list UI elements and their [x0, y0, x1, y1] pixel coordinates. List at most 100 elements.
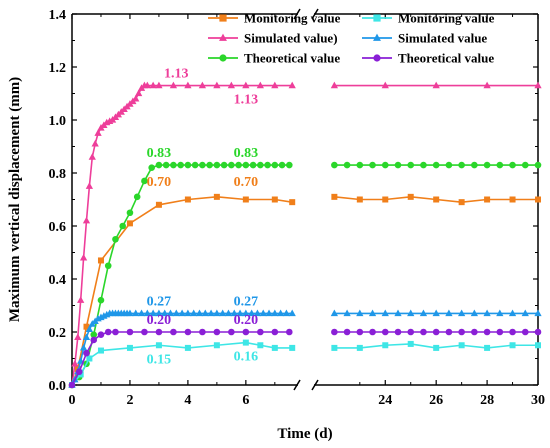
data-point	[219, 309, 227, 317]
data-point	[471, 161, 478, 169]
data-point	[289, 199, 296, 206]
data-point	[407, 328, 415, 336]
data-point	[228, 328, 235, 336]
data-point	[126, 344, 133, 351]
series-6	[68, 328, 542, 389]
data-point	[242, 328, 250, 336]
data-point	[155, 201, 162, 208]
data-point	[381, 309, 389, 317]
data-point	[86, 355, 93, 362]
data-point	[82, 216, 91, 224]
data-point	[271, 328, 279, 336]
axis-break-mark	[293, 379, 301, 391]
data-point	[433, 196, 440, 203]
data-point	[534, 328, 542, 336]
axis-break-mark	[311, 379, 319, 391]
series-line	[71, 84, 293, 386]
data-labels: 1.13 1.13 0.83 0.83 0.70 0.70 0.27 0.27 0.20 0.20…	[147, 67, 258, 368]
data-point	[271, 81, 279, 89]
data-point	[242, 339, 249, 346]
data-point	[331, 328, 338, 336]
data-point	[224, 309, 233, 317]
legend-item: Theoretical value	[208, 51, 340, 66]
data-point	[394, 309, 402, 317]
legend-label: Monitoring value	[244, 11, 341, 26]
data-point	[90, 331, 98, 338]
data-point	[356, 196, 363, 203]
data-point	[509, 161, 516, 169]
data-point	[104, 328, 112, 336]
y-ticks: 0.0 0.2 0.4 0.6 0.8 1.0 1.2 1.4	[49, 8, 538, 394]
data-point	[162, 161, 170, 169]
legend-label: Simulated value)	[244, 31, 338, 46]
legend-item: Monitoring value	[362, 11, 495, 26]
series-line	[71, 341, 293, 386]
data-label: 1.13	[234, 93, 259, 108]
data-point	[483, 328, 491, 336]
x-tick-label: 4	[184, 393, 191, 408]
data-label: 0.16	[234, 350, 259, 365]
data-point	[256, 81, 264, 89]
data-point	[407, 309, 415, 317]
data-label: 0.15	[147, 352, 172, 367]
data-point	[170, 328, 177, 336]
data-point	[170, 161, 177, 169]
data-point	[257, 342, 264, 349]
data-point	[432, 161, 440, 169]
data-point	[484, 344, 491, 351]
data-point	[445, 328, 453, 336]
data-point	[242, 81, 250, 89]
data-point	[458, 309, 466, 317]
data-label: 0.83	[234, 146, 259, 161]
x-tick-label: 24	[378, 393, 392, 408]
data-point	[248, 309, 256, 317]
data-point	[471, 328, 478, 336]
data-point	[228, 161, 235, 169]
data-point	[126, 220, 133, 227]
data-point	[271, 161, 279, 169]
data-point	[207, 309, 215, 317]
data-point	[330, 309, 338, 317]
data-point	[71, 359, 79, 367]
data-point	[97, 296, 105, 304]
legend-marker	[219, 14, 227, 22]
data-point	[394, 328, 402, 336]
x-tick-label: 6	[242, 393, 249, 408]
data-point	[484, 196, 491, 203]
data-point	[184, 344, 191, 351]
data-point	[119, 222, 127, 230]
data-point	[271, 309, 279, 317]
data-point	[368, 309, 377, 317]
data-point	[432, 309, 440, 317]
data-point	[331, 193, 338, 200]
y-tick-label: 1.4	[49, 8, 67, 23]
data-point	[104, 262, 112, 270]
legend-marker	[219, 33, 227, 41]
data-point	[535, 196, 541, 203]
data-point	[137, 309, 146, 317]
data-point	[230, 309, 238, 317]
x-tick-label: 26	[429, 393, 443, 408]
series-3	[68, 161, 542, 389]
data-point	[135, 89, 143, 97]
data-point	[213, 193, 220, 200]
data-point	[143, 81, 151, 89]
data-point	[213, 81, 221, 89]
data-point	[496, 328, 504, 336]
series-5	[68, 309, 542, 388]
y-tick-label: 0.0	[49, 379, 67, 394]
x-tick-label: 2	[126, 393, 133, 408]
data-point	[496, 309, 504, 317]
series-2	[68, 81, 542, 388]
data-point	[227, 81, 235, 89]
data-point	[155, 342, 162, 349]
data-point	[97, 347, 104, 354]
data-point	[445, 309, 453, 317]
data-point	[199, 161, 206, 169]
data-point	[509, 196, 516, 203]
series-line	[71, 312, 293, 386]
data-point	[521, 328, 529, 336]
data-point	[201, 309, 209, 317]
data-point	[445, 161, 453, 169]
